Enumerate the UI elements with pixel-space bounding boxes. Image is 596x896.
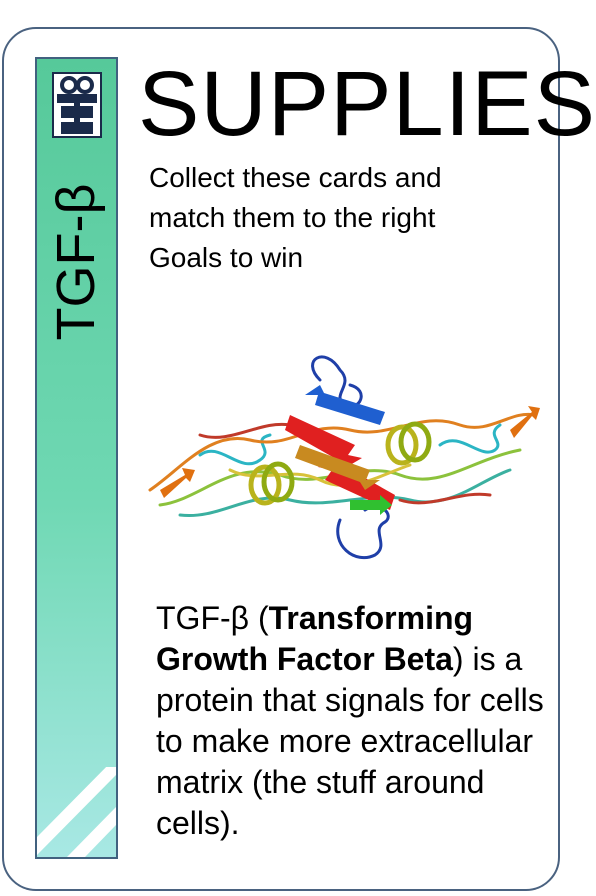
card-category-title: SUPPLIES: [138, 58, 596, 150]
description-prefix: TGF-β (: [156, 600, 269, 636]
protein-structure-illustration: [140, 350, 540, 580]
gift-icon: [52, 72, 102, 138]
card-instructions: Collect these cards and match them to th…: [149, 158, 509, 278]
card-description: TGF-β (Transforming Growth Factor Beta) …: [156, 598, 546, 844]
strip-stripes: [37, 767, 116, 857]
card-name-vertical: TGF-β: [49, 183, 103, 340]
side-strip: [35, 57, 118, 859]
